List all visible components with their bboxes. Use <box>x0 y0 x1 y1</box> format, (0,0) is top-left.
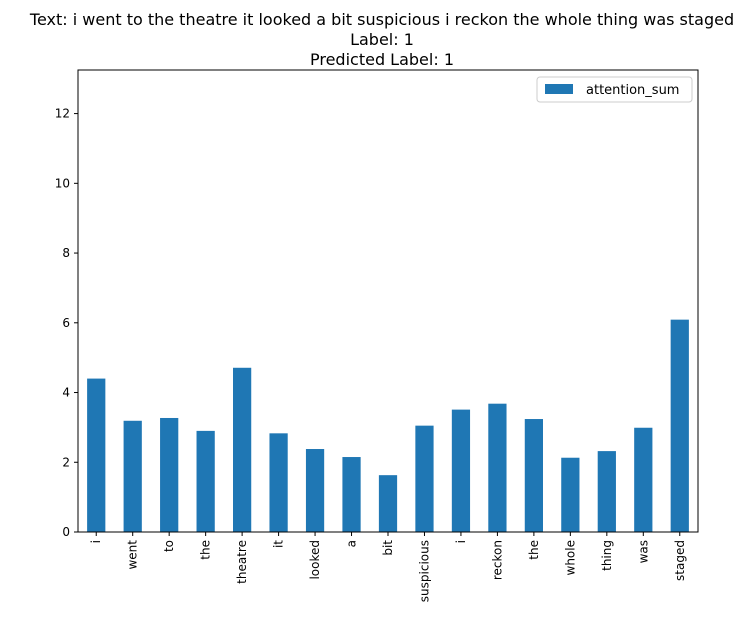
bar-15 <box>634 427 653 532</box>
y-tick-label-3: 6 <box>62 316 70 330</box>
bar-9 <box>415 425 434 532</box>
x-tick-label-16: staged <box>673 540 687 581</box>
legend-box <box>536 76 693 103</box>
y-tick-label-5: 10 <box>55 176 70 190</box>
x-tick-label-8: bit <box>381 540 395 556</box>
y-tick-label-2: 4 <box>62 386 70 400</box>
bar-14 <box>597 451 616 532</box>
x-tick-label-15: was <box>636 540 650 563</box>
x-tick-label-5: it <box>272 540 286 548</box>
x-tick-label-12: the <box>527 540 541 560</box>
bar-16 <box>670 319 689 532</box>
chart-title: Text: i went to the theatre it looked a … <box>29 10 734 69</box>
x-tick-label-2: to <box>162 540 176 552</box>
x-tick-label-6: looked <box>308 540 322 580</box>
title-line-3: Predicted Label: 1 <box>310 50 454 69</box>
bar-1 <box>123 420 142 532</box>
x-tick-label-4: theatre <box>235 540 249 584</box>
x-tick-label-10: i <box>454 540 468 543</box>
x-tick-label-0: i <box>89 540 103 543</box>
bar-8 <box>378 475 398 532</box>
bar-7 <box>342 457 361 532</box>
x-tick-label-3: the <box>199 540 213 560</box>
y-tick-label-6: 12 <box>55 107 70 121</box>
x-tick-label-9: suspicious <box>417 540 431 602</box>
bar-6 <box>305 449 325 532</box>
x-tick-label-1: went <box>126 540 140 570</box>
bar-4 <box>233 367 252 532</box>
y-tick-label-0: 0 <box>62 525 70 539</box>
x-tick-label-14: thing <box>600 540 614 571</box>
bars <box>87 319 689 532</box>
legend: attention_sum <box>536 76 693 103</box>
plot-frame <box>77 69 699 533</box>
bar-10 <box>451 409 471 532</box>
x-tick-label-7: a <box>345 540 359 547</box>
x-axis: i went to the theatre it looked a bit suspicious i… <box>89 532 687 602</box>
bar-0 <box>87 378 106 532</box>
bar-3 <box>196 430 215 532</box>
y-axis: 0 2 4 6 8 10 12 <box>55 107 78 539</box>
y-tick-label-4: 8 <box>62 246 70 260</box>
legend-label: attention_sum <box>586 83 679 98</box>
bar-5 <box>269 433 288 532</box>
bar-12 <box>524 419 543 532</box>
y-tick-label-1: 2 <box>62 455 70 469</box>
title-line-1: Text: i went to the theatre it looked a … <box>29 10 734 29</box>
bar-11 <box>488 403 507 532</box>
title-line-2: Label: 1 <box>350 30 414 49</box>
bar-2 <box>160 417 179 532</box>
legend-swatch <box>545 84 573 94</box>
x-tick-label-11: reckon <box>490 540 504 580</box>
x-tick-label-13: whole <box>563 540 577 575</box>
bar-13 <box>561 457 580 532</box>
